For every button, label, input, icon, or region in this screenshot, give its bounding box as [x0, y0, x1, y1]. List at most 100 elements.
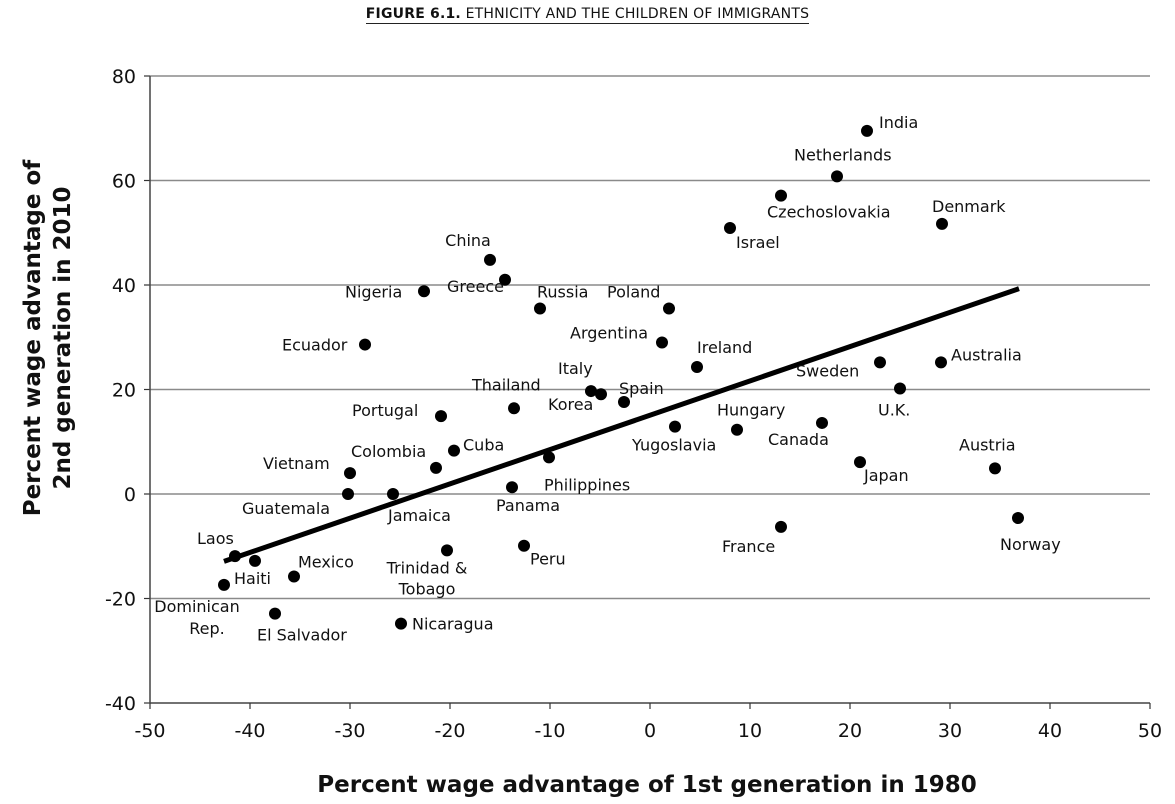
- data-point: [344, 467, 356, 480]
- y-tick-label: -20: [105, 589, 136, 611]
- data-point: [269, 607, 281, 620]
- point-label: Argentina: [570, 323, 648, 342]
- data-point: [435, 410, 447, 423]
- point-label: Guatemala: [242, 499, 330, 518]
- data-point: [359, 338, 371, 351]
- x-tick-label: 40: [1038, 720, 1062, 742]
- x-tick-label: -30: [334, 720, 365, 742]
- data-point: [218, 578, 230, 591]
- x-tick-label: -10: [534, 720, 565, 742]
- x-tick-label: 10: [738, 720, 762, 742]
- data-point: [724, 222, 736, 235]
- data-point: [816, 416, 828, 429]
- point-label: Portugal: [352, 401, 418, 420]
- point-label: Japan: [863, 466, 909, 485]
- trendline-group: [223, 286, 1020, 564]
- point-label: Sweden: [796, 361, 859, 380]
- data-point: [656, 336, 668, 349]
- point-label: Israel: [736, 233, 780, 252]
- x-tick-label: 20: [838, 720, 862, 742]
- data-point: [989, 462, 1001, 475]
- point-label: Norway: [1000, 535, 1061, 554]
- point-label: Poland: [607, 283, 660, 302]
- data-point: [618, 396, 630, 409]
- point-label: France: [722, 537, 775, 556]
- data-point: [585, 385, 597, 398]
- data-point: [731, 423, 743, 436]
- figure-title: FIGURE 6.1. ETHNICITY AND THE CHILDREN O…: [0, 6, 1175, 24]
- point-label: Czechoslovakia: [767, 203, 891, 222]
- point-label: Cuba: [463, 436, 504, 455]
- point-label: China: [445, 231, 491, 250]
- point-label: Philippines: [544, 475, 630, 494]
- data-point: [249, 554, 261, 567]
- data-point: [430, 461, 442, 474]
- point-label: Mexico: [298, 553, 354, 572]
- point-label: Austria: [959, 435, 1016, 454]
- point-label: El Salvador: [257, 626, 347, 645]
- point-label: Nicaragua: [412, 615, 494, 634]
- data-point: [669, 420, 681, 433]
- x-tick-label: 30: [938, 720, 962, 742]
- point-label: Denmark: [932, 197, 1006, 216]
- point-label: Greece: [447, 277, 504, 296]
- point-label: Peru: [530, 550, 566, 569]
- point-label: Nigeria: [345, 282, 402, 301]
- data-point: [441, 544, 453, 557]
- data-point: [484, 253, 496, 266]
- point-label: Korea: [548, 395, 593, 414]
- point-label: Spain: [619, 379, 664, 398]
- data-point: [387, 488, 399, 500]
- data-point: [936, 217, 948, 230]
- data-point: [418, 285, 430, 298]
- point-label: Laos: [197, 529, 234, 548]
- point-label: Colombia: [351, 442, 426, 461]
- data-point: [499, 273, 511, 286]
- data-point: [229, 550, 241, 563]
- point-label: Australia: [951, 345, 1022, 364]
- data-point: [508, 402, 520, 415]
- point-label: Russia: [537, 283, 588, 302]
- data-point: [1012, 512, 1024, 525]
- data-point: [448, 444, 460, 457]
- point-label: Trinidad & Tobago: [386, 558, 468, 598]
- x-tick-label: -40: [234, 720, 265, 742]
- x-tick-label: 0: [644, 720, 656, 742]
- point-label: Haiti: [234, 569, 271, 588]
- data-point: [395, 617, 407, 630]
- data-point: [854, 456, 866, 469]
- figure-title-text: ETHNICITY AND THE CHILDREN OF IMMIGRANTS: [465, 6, 810, 22]
- data-point: [518, 539, 530, 552]
- data-point: [342, 488, 354, 500]
- trendline: [223, 286, 1020, 564]
- data-point: [861, 124, 873, 137]
- point-label: Hungary: [717, 401, 785, 420]
- y-tick-label: 20: [112, 380, 136, 402]
- gridlines: [150, 75, 1150, 600]
- point-label: Dominican Rep.: [154, 597, 239, 638]
- y-tick-label: 40: [112, 275, 136, 297]
- y-axis-label-line: 2nd generation in 2010: [50, 186, 76, 489]
- y-tick-label: -40: [105, 693, 136, 715]
- data-point: [288, 570, 300, 583]
- y-axis-label: Percent wage advantage of 2nd generation …: [20, 159, 76, 517]
- data-point: [663, 302, 675, 315]
- axes: [144, 75, 1151, 709]
- data-point: [935, 356, 947, 369]
- y-tick-label: 80: [112, 66, 136, 88]
- point-label: India: [879, 113, 918, 132]
- data-points: [218, 124, 1024, 630]
- point-label: Netherlands: [794, 145, 892, 164]
- point-label: Ireland: [697, 338, 752, 357]
- x-tick-label: -50: [134, 720, 165, 742]
- data-point: [894, 382, 906, 395]
- y-tick-label: 60: [112, 171, 136, 193]
- data-point: [831, 170, 843, 183]
- x-axis-label: Percent wage advantage of 1st generation…: [317, 772, 976, 798]
- figure-number: FIGURE 6.1.: [365, 6, 461, 22]
- data-point: [775, 520, 787, 533]
- point-label: Italy: [558, 359, 593, 378]
- y-tick-label: 0: [124, 484, 136, 506]
- point-label: Jamaica: [387, 506, 451, 525]
